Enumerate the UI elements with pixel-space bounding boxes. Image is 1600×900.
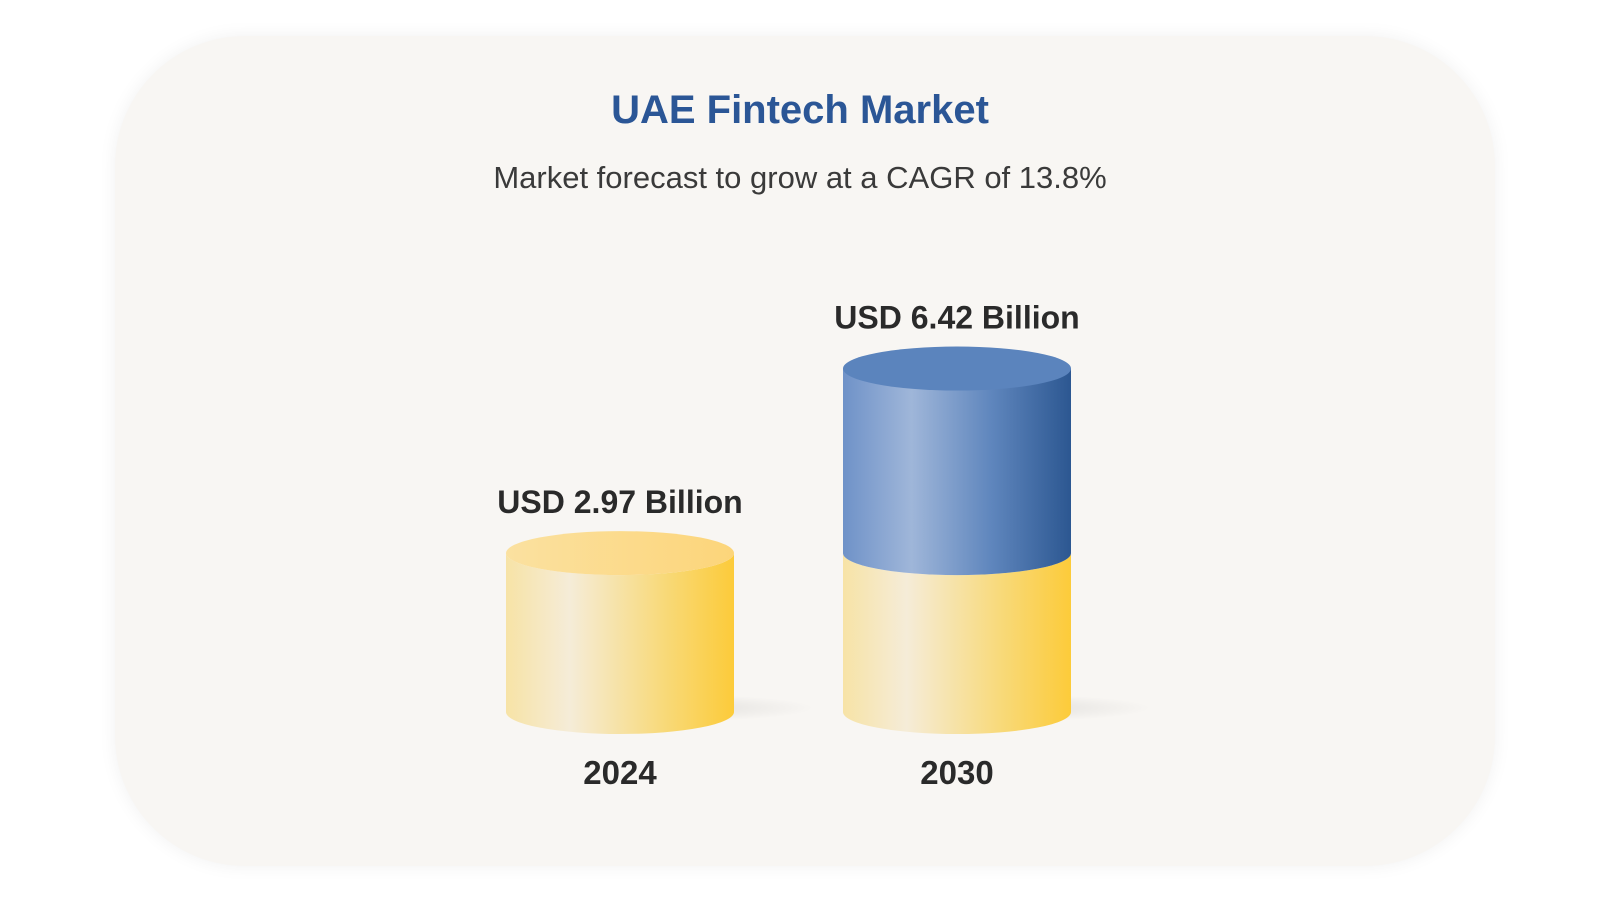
category-label-2030: 2030 — [920, 754, 993, 791]
bar-body-growth — [843, 368, 1071, 576]
bar-body-base — [506, 553, 734, 734]
value-label-2030: USD 6.42 Billion — [834, 300, 1079, 336]
bar-body-base — [843, 553, 1071, 734]
bars-layer: USD 2.97 Billion 2024 USD 6.42 Billion 2030 — [497, 300, 1151, 791]
chart-subtitle: Market forecast to grow at a CAGR of 13.… — [493, 160, 1107, 195]
bar-top-cap — [506, 531, 734, 576]
chart-card — [115, 36, 1495, 866]
bar-top-cap — [843, 346, 1071, 391]
category-label-2024: 2024 — [583, 754, 657, 791]
bar-2030: USD 6.42 Billion 2030 — [834, 300, 1151, 791]
bar-2024: USD 2.97 Billion 2024 — [497, 484, 814, 791]
value-label-2024: USD 2.97 Billion — [497, 484, 742, 520]
chart-title: UAE Fintech Market — [611, 88, 989, 132]
